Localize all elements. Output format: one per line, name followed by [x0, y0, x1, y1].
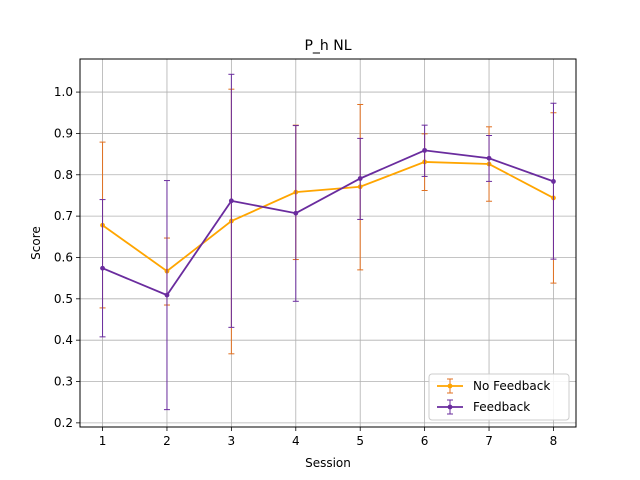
data-point: [551, 178, 556, 184]
data-point: [486, 155, 492, 161]
data-point: [228, 198, 234, 204]
x-tick-label: 4: [292, 434, 300, 448]
series-line: [102, 149, 554, 297]
x-tick-label: 1: [99, 434, 107, 448]
x-tick-label: 5: [356, 434, 364, 448]
series-line: [102, 161, 554, 273]
x-tick-label: 6: [421, 434, 429, 448]
y-tick-label: 0.6: [54, 250, 73, 264]
x-tick-label: 7: [485, 434, 493, 448]
series-feedback: [99, 73, 557, 411]
series-layer: [99, 73, 557, 411]
axis-ticks: 1 2 3 4 5 6 7 8 0.2 0.3 0.4 0.5 0.6 0.7 0.8 0.9 1.0: [54, 85, 557, 448]
legend-swatch-marker: [447, 404, 453, 410]
y-tick-label: 0.4: [54, 333, 73, 347]
y-tick-label: 1.0: [54, 85, 73, 99]
x-tick-label: 8: [550, 434, 558, 448]
legend-label: Feedback: [473, 400, 530, 414]
data-point: [357, 176, 363, 181]
y-tick-label: 0.5: [54, 292, 73, 306]
legend: No Feedback Feedback: [428, 373, 570, 421]
x-tick-label: 2: [163, 434, 171, 448]
y-tick-label: 0.9: [54, 126, 73, 140]
chart-title: P_h NL: [304, 38, 351, 54]
legend-swatch-marker: [447, 383, 453, 389]
data-point: [293, 210, 299, 216]
y-tick-label: 0.2: [54, 416, 73, 430]
y-axis-label: Score: [29, 226, 43, 260]
data-point: [422, 147, 428, 153]
legend-label: No Feedback: [473, 379, 550, 393]
y-tick-label: 0.8: [54, 168, 73, 182]
y-tick-label: 0.7: [54, 209, 73, 223]
data-point: [164, 292, 170, 298]
x-axis-label: Session: [305, 456, 351, 470]
legend-box: [428, 373, 570, 421]
data-point: [100, 265, 105, 271]
x-tick-label: 3: [228, 434, 236, 448]
y-tick-label: 0.3: [54, 375, 73, 389]
plot-frame: [79, 58, 577, 428]
